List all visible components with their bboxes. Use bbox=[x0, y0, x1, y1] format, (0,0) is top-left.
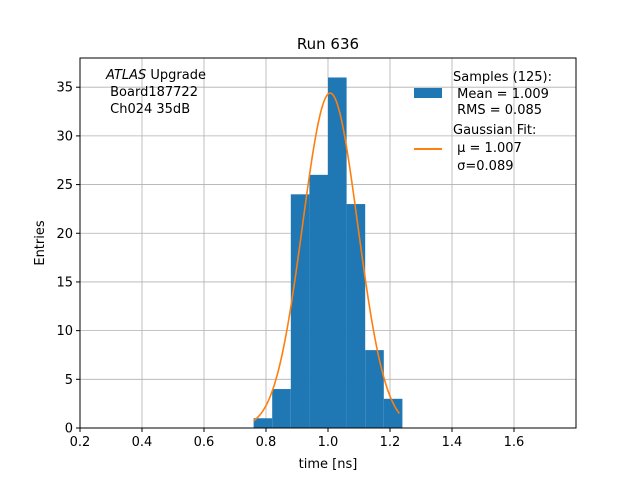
x-tick-label-0: 0.2 bbox=[70, 435, 91, 450]
y-tick-label-3: 15 bbox=[56, 275, 73, 290]
histogram-bar-1 bbox=[272, 389, 291, 428]
y-tick-label-5: 25 bbox=[56, 178, 73, 193]
histogram-bar-4 bbox=[328, 77, 347, 428]
y-axis-label: Entries bbox=[33, 220, 48, 266]
fit-curve bbox=[253, 92, 400, 422]
histogram-bar-7 bbox=[383, 398, 403, 428]
y-tick-label-0: 0 bbox=[65, 422, 73, 437]
gaussian-fit bbox=[253, 92, 400, 422]
legend-samples-swatch bbox=[414, 88, 442, 98]
y-axis-ticks: 0 5 10 15 20 25 30 35 bbox=[56, 81, 80, 437]
x-tick-label-1: 0.4 bbox=[132, 435, 153, 450]
legend-fit-line1: Gaussian Fit: bbox=[453, 123, 536, 138]
chart-title: Run 636 bbox=[297, 35, 359, 53]
x-tick-label-6: 1.4 bbox=[442, 435, 463, 450]
y-tick-label-2: 10 bbox=[56, 324, 73, 339]
legend-fit-line2: μ = 1.007 bbox=[453, 141, 522, 156]
legend: Samples (125): Mean = 1.009 RMS = 0.085 … bbox=[414, 70, 552, 174]
histogram-bars bbox=[253, 77, 403, 428]
histogram-bar-5 bbox=[346, 204, 366, 428]
atlas-word: ATLAS bbox=[105, 68, 146, 83]
x-tick-label-5: 1.2 bbox=[380, 435, 401, 450]
atlas-annotation: ATLAS Upgrade Board187722 Ch024 35dB bbox=[105, 68, 206, 117]
y-tick-label-1: 5 bbox=[65, 373, 73, 388]
legend-samples-line3: RMS = 0.085 bbox=[453, 103, 542, 118]
x-tick-label-3: 0.8 bbox=[256, 435, 277, 450]
y-tick-label-7: 35 bbox=[56, 81, 73, 96]
x-tick-label-2: 0.6 bbox=[194, 435, 215, 450]
channel-label: Ch024 35dB bbox=[106, 102, 190, 117]
histogram-bar-3 bbox=[309, 174, 328, 428]
x-axis-ticks: 0.2 0.4 0.6 0.8 1.0 1.2 1.4 1.6 bbox=[70, 428, 525, 450]
histogram-bar-2 bbox=[290, 194, 310, 428]
histogram-bar-6 bbox=[365, 350, 384, 428]
legend-samples-line1: Samples (125): bbox=[453, 70, 552, 85]
atlas-upgrade-word: Upgrade bbox=[146, 68, 206, 83]
board-label: Board187722 bbox=[106, 85, 198, 100]
x-axis-label: time [ns] bbox=[299, 457, 358, 472]
legend-fit-line3: σ=0.089 bbox=[453, 159, 513, 174]
x-tick-label-7: 1.6 bbox=[504, 435, 525, 450]
x-tick-label-4: 1.0 bbox=[318, 435, 339, 450]
histogram-bar-0 bbox=[253, 418, 273, 428]
y-tick-label-4: 20 bbox=[56, 227, 73, 242]
y-tick-label-6: 30 bbox=[56, 129, 73, 144]
legend-samples-line2: Mean = 1.009 bbox=[453, 87, 549, 102]
atlas-label-line1: ATLAS Upgrade bbox=[105, 68, 206, 83]
